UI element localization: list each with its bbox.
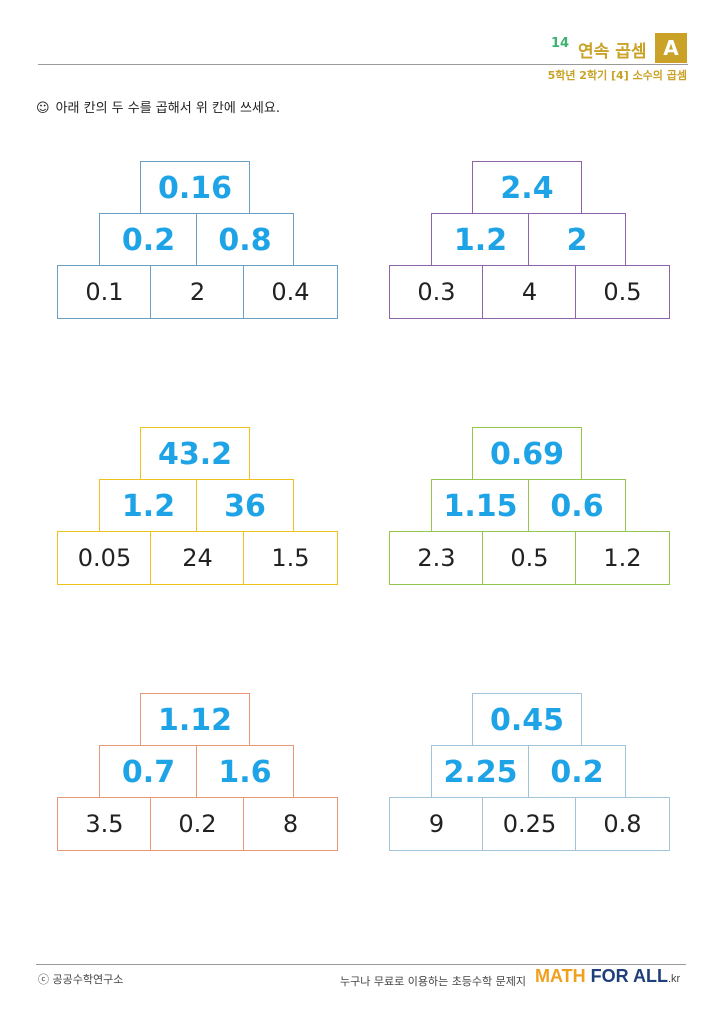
pyramid-bottom-cell: 24 xyxy=(150,531,245,585)
pyramid-middle-cell: 1.6 xyxy=(196,745,294,799)
pyramid-bottom-cell: 3.5 xyxy=(57,797,152,851)
worksheet-subtitle: 5학년 2학기 [4] 소수의 곱셈 xyxy=(547,69,687,82)
pyramid-bottom-cell: 0.25 xyxy=(482,797,577,851)
instruction-text: 아래 칸의 두 수를 곱해서 위 칸에 쓰세요. xyxy=(55,101,280,116)
pyramid-middle-cell: 0.7 xyxy=(99,745,198,799)
pyramid-middle-cell: 36 xyxy=(196,479,294,533)
pyramid-middle-cell: 0.6 xyxy=(528,479,626,533)
pyramid-top-cell: 0.45 xyxy=(472,693,582,747)
pyramid-top-cell: 1.12 xyxy=(140,693,250,747)
pyramid-5: 1.12 0.7 1.6 3.5 0.2 8 xyxy=(57,693,339,853)
smiley-icon: ☺ xyxy=(36,101,50,116)
logo-math: MATH xyxy=(535,966,586,986)
pyramid-2: 2.4 1.2 2 0.3 4 0.5 xyxy=(389,161,671,321)
pyramid-middle-cell: 1.2 xyxy=(99,479,198,533)
pyramid-bottom-cell: 0.5 xyxy=(575,265,670,319)
pyramid-bottom-cell: 0.05 xyxy=(57,531,152,585)
pyramid-1: 0.16 0.2 0.8 0.1 2 0.4 xyxy=(57,161,339,321)
pyramid-bottom-cell: 0.1 xyxy=(57,265,152,319)
footer-tagline: 누구나 무료로 이용하는 초등수학 문제지 xyxy=(340,975,527,988)
pyramid-middle-cell: 2 xyxy=(528,213,626,267)
pyramid-4: 0.69 1.15 0.6 2.3 0.5 1.2 xyxy=(389,427,671,587)
pyramid-top-cell: 43.2 xyxy=(140,427,250,481)
pyramid-bottom-cell: 1.5 xyxy=(243,531,338,585)
pyramid-3: 43.2 1.2 36 0.05 24 1.5 xyxy=(57,427,339,587)
pyramid-bottom-cell: 1.2 xyxy=(575,531,670,585)
pyramid-middle-cell: 1.15 xyxy=(431,479,530,533)
footer-divider xyxy=(36,964,686,965)
pyramid-bottom-cell: 0.8 xyxy=(575,797,670,851)
header-divider xyxy=(38,64,688,65)
pyramid-bottom-cell: 2.3 xyxy=(389,531,484,585)
pyramid-bottom-cell: 4 xyxy=(482,265,577,319)
worksheet-title: 연속 곱셈 xyxy=(578,42,647,62)
pyramid-bottom-cell: 0.4 xyxy=(243,265,338,319)
pyramid-middle-cell: 2.25 xyxy=(431,745,530,799)
pyramid-top-cell: 0.69 xyxy=(472,427,582,481)
mathforall-logo: MATH FOR ALL.kr xyxy=(535,966,680,987)
instruction: ☺ 아래 칸의 두 수를 곱해서 위 칸에 쓰세요. xyxy=(36,97,280,116)
pyramid-6: 0.45 2.25 0.2 9 0.25 0.8 xyxy=(389,693,671,853)
worksheet-number: 14 xyxy=(551,36,570,51)
pyramid-bottom-cell: 0.2 xyxy=(150,797,245,851)
logo-kr: .kr xyxy=(668,973,681,985)
pyramid-bottom-cell: 0.3 xyxy=(389,265,484,319)
pyramid-top-cell: 2.4 xyxy=(472,161,582,215)
pyramid-bottom-cell: 0.5 xyxy=(482,531,577,585)
pyramid-middle-cell: 0.2 xyxy=(99,213,198,267)
pyramid-middle-cell: 0.2 xyxy=(528,745,626,799)
pyramid-bottom-cell: 8 xyxy=(243,797,338,851)
pyramid-middle-cell: 1.2 xyxy=(431,213,530,267)
pyramid-middle-cell: 0.8 xyxy=(196,213,294,267)
copyright: ⓒ 공공수학연구소 xyxy=(38,973,124,986)
logo-forall: FOR ALL xyxy=(590,966,668,986)
pyramid-bottom-cell: 2 xyxy=(150,265,245,319)
pyramid-top-cell: 0.16 xyxy=(140,161,250,215)
level-badge: A xyxy=(655,33,687,63)
pyramid-bottom-cell: 9 xyxy=(389,797,484,851)
